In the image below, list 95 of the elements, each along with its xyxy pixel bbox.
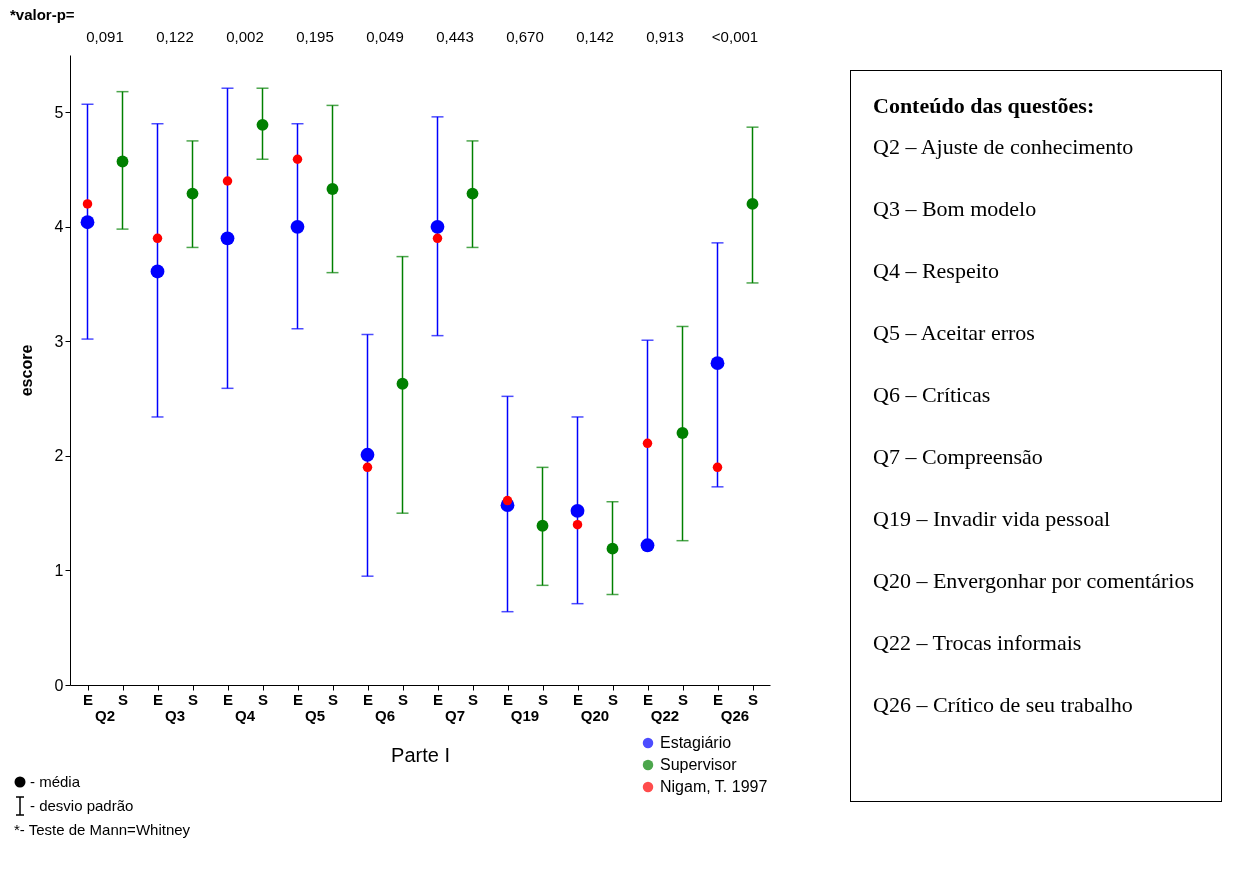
point <box>712 462 723 473</box>
text: 0,091 <box>86 28 124 45</box>
text: Q6 <box>374 707 396 724</box>
x-tick-label: S <box>117 690 129 708</box>
y-tick-label: 5 <box>54 103 64 121</box>
text: Q26 <box>720 707 750 724</box>
text: *- Teste de Mann=Whitney <box>14 820 191 840</box>
x-tick-label: E <box>642 690 654 708</box>
x-tick-label: E <box>362 690 374 708</box>
point <box>222 176 233 186</box>
x-tick-label: E <box>502 690 514 708</box>
y-axis-title: escore <box>17 344 35 397</box>
point <box>640 538 655 553</box>
x-tick-label: S <box>257 690 269 708</box>
text: *valor-p= <box>10 6 75 23</box>
text: - média <box>30 772 81 792</box>
point <box>432 233 443 244</box>
point <box>710 356 725 371</box>
y-tick-label: 4 <box>54 218 64 236</box>
point <box>150 264 165 279</box>
point <box>430 219 445 234</box>
text: Q2 <box>94 707 116 724</box>
y-tick-label: 0 <box>54 676 64 694</box>
text: Q20 – Envergonhar por comentários <box>873 567 1195 595</box>
text: Q5 – Aceitar erros <box>873 319 1036 347</box>
point <box>572 519 583 530</box>
point <box>642 438 653 449</box>
text: Q22 – Trocas informais <box>873 629 1083 657</box>
point <box>256 118 269 131</box>
point <box>152 233 163 244</box>
point <box>606 542 619 555</box>
point <box>676 427 689 439</box>
point <box>220 231 235 246</box>
text: Q7 – Compreensão <box>873 443 1044 471</box>
point <box>290 219 305 234</box>
text: - desvio padrão <box>30 796 134 816</box>
x-tick-label: S <box>187 690 199 708</box>
text: <0,001 <box>711 28 759 45</box>
point <box>326 183 339 195</box>
x-tick-label: S <box>467 690 479 708</box>
x-tick-label: S <box>327 690 339 708</box>
point <box>360 447 375 462</box>
text: Conteúdo das questões: <box>873 93 1096 119</box>
text: 0,002 <box>226 28 264 45</box>
text: Q26 – Crítico de seu trabalho <box>873 691 1134 719</box>
x-tick-label: E <box>222 690 234 708</box>
x-tick-label: E <box>292 690 304 708</box>
text: 0,049 <box>366 28 404 45</box>
text: 0,122 <box>156 28 194 45</box>
text: Q3 – Bom modelo <box>873 195 1038 223</box>
text: Q7 <box>444 707 466 724</box>
text: Q20 <box>580 707 610 724</box>
y-tick-label: 2 <box>54 447 64 465</box>
x-tick-label: E <box>82 690 94 708</box>
legend-label: Estagiário <box>660 734 732 751</box>
point <box>466 187 479 200</box>
point <box>116 155 129 168</box>
text: Q19 <box>510 707 540 724</box>
x-tick-label: S <box>607 690 619 708</box>
text: Q4 <box>234 707 256 724</box>
x-tick-label: E <box>432 690 444 708</box>
x-tick-label: E <box>712 690 724 708</box>
x-tick-label: S <box>747 690 759 708</box>
point <box>292 154 303 164</box>
point <box>746 198 759 210</box>
text: Q6 – Críticas <box>873 381 992 409</box>
x-tick-label: E <box>572 690 584 708</box>
text: Q4 – Respeito <box>873 257 1000 285</box>
legend-label: Supervisor <box>660 756 738 773</box>
x-tick-label: S <box>397 690 409 708</box>
point <box>570 504 585 518</box>
text: 0,142 <box>576 28 614 45</box>
text: Q19 – Invadir vida pessoal <box>873 505 1112 533</box>
text: 0,670 <box>506 28 544 45</box>
text: Q3 <box>164 707 186 724</box>
x-tick-label: E <box>152 690 164 708</box>
y-tick-label: 3 <box>54 332 64 350</box>
text: Q2 – Ajuste de conhecimento <box>873 133 1135 161</box>
text: Q5 <box>304 707 326 724</box>
y-tick-label: 1 <box>54 561 64 579</box>
point <box>536 519 549 532</box>
text: Q22 <box>650 707 680 724</box>
point <box>186 187 199 200</box>
point <box>396 377 409 390</box>
point <box>362 462 373 473</box>
x-tick-label: S <box>677 690 689 708</box>
text: 0,913 <box>646 28 684 45</box>
point <box>82 199 93 209</box>
text: 0,443 <box>436 28 474 45</box>
x-tick-label: S <box>537 690 549 708</box>
point <box>80 215 95 230</box>
legend-label: Nigam, T. 1997 <box>660 778 768 795</box>
text: 0,195 <box>296 28 334 45</box>
x-axis-title: Parte I <box>391 743 450 766</box>
point <box>502 495 513 506</box>
